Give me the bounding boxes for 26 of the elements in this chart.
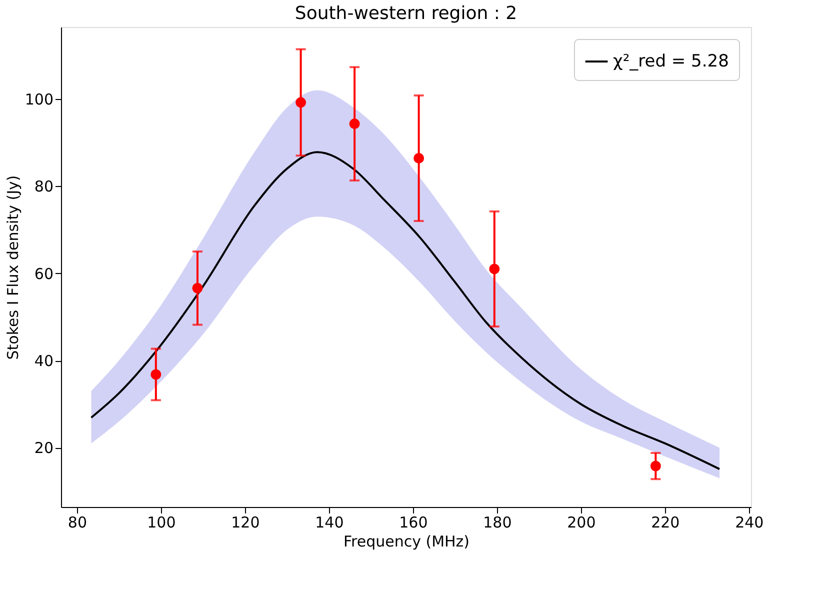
point — [650, 460, 661, 472]
y-tick-label: 100 — [24, 90, 54, 108]
point — [414, 152, 424, 164]
line-series — [90, 151, 721, 470]
x-tick-label: 200 — [567, 514, 596, 532]
x-tick-label: 140 — [315, 514, 344, 532]
x-tick-label: 240 — [735, 514, 764, 532]
y-tick-label: 60 — [34, 264, 54, 283]
point — [192, 282, 203, 294]
y-axis-title: Stokes I Flux density (Jy) — [4, 175, 22, 360]
x-tick-label: 160 — [399, 514, 428, 532]
legend-label: χ²_red = 5.28 — [613, 52, 729, 72]
point — [489, 264, 500, 274]
x-tick-label: 80 — [68, 514, 88, 532]
point — [349, 118, 360, 130]
chart-title: South-western region : 2 — [294, 3, 518, 24]
x-axis-title: Frequency (MHz) — [343, 532, 470, 550]
point — [296, 97, 306, 108]
y-tick-label: 80 — [34, 178, 54, 196]
x-tick-label: 180 — [483, 514, 512, 532]
y-tick-label: 20 — [34, 439, 54, 458]
x-tick-label: 220 — [651, 514, 680, 532]
x-tick-label: 120 — [231, 514, 260, 532]
point — [150, 369, 162, 380]
x-tick-label: 100 — [147, 514, 176, 532]
y-tick-label: 40 — [34, 352, 54, 370]
